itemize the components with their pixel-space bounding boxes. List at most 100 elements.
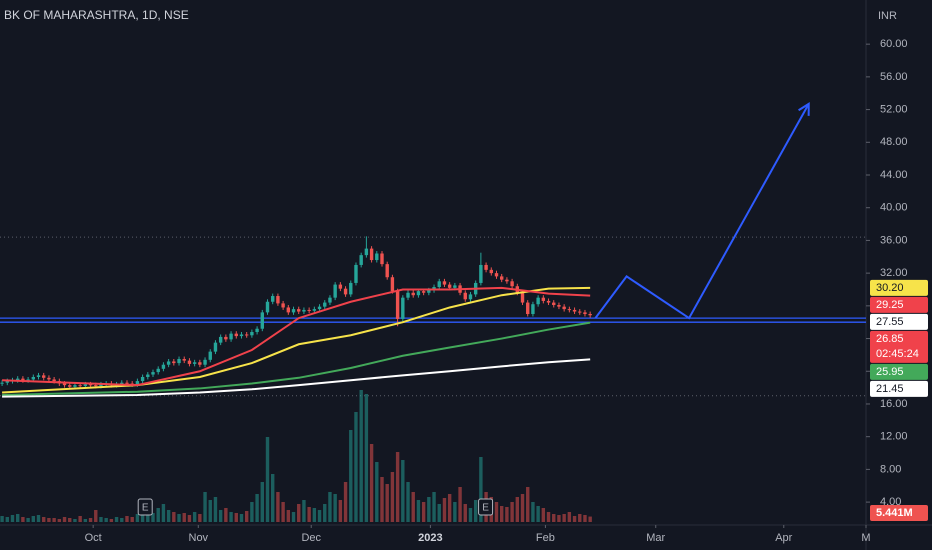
candle-body bbox=[453, 285, 457, 288]
volume-bar bbox=[146, 512, 150, 522]
volume-bar bbox=[494, 502, 499, 522]
volume-bar bbox=[546, 512, 551, 522]
volume-bar bbox=[151, 513, 155, 522]
x-tick-label: M bbox=[861, 532, 870, 544]
volume-bar bbox=[458, 487, 462, 522]
volume-bar bbox=[88, 518, 93, 522]
volume-bar bbox=[78, 516, 82, 522]
candle-body bbox=[229, 333, 233, 340]
candle-body bbox=[442, 281, 447, 285]
volume-bar bbox=[499, 506, 504, 522]
candle-body bbox=[505, 279, 509, 282]
volume-bar bbox=[588, 516, 592, 522]
volume-bar bbox=[42, 517, 46, 522]
volume-bar bbox=[520, 494, 525, 522]
candle-body bbox=[276, 296, 280, 304]
volume-bar bbox=[104, 518, 108, 522]
volume-bar bbox=[411, 492, 415, 522]
volume-bar bbox=[286, 510, 291, 522]
volume-bar bbox=[390, 472, 395, 522]
volume-bar bbox=[260, 482, 264, 522]
candle-body bbox=[281, 303, 285, 308]
volume-bar bbox=[567, 512, 572, 522]
volume-bar bbox=[312, 508, 317, 522]
candle-body bbox=[120, 382, 124, 385]
candle-body bbox=[224, 336, 228, 340]
volume-bar bbox=[359, 390, 363, 522]
volume-bar bbox=[302, 500, 306, 522]
x-tick-label: Mar bbox=[646, 532, 665, 544]
y-tick-label: 16.00 bbox=[880, 398, 908, 410]
volume-bar bbox=[380, 477, 384, 522]
candle-body bbox=[406, 292, 410, 298]
candle-body bbox=[166, 361, 171, 365]
volume-bar bbox=[323, 504, 327, 522]
candle-body bbox=[0, 382, 4, 384]
candle-body bbox=[494, 273, 499, 277]
candle-body bbox=[307, 309, 311, 311]
candle-body bbox=[198, 362, 202, 365]
y-tick-label: 8.00 bbox=[880, 463, 901, 475]
volume-bar bbox=[271, 474, 275, 522]
candle-body bbox=[94, 385, 98, 387]
volume-bar bbox=[395, 452, 400, 522]
candle-body bbox=[588, 314, 592, 316]
volume-bar bbox=[401, 460, 405, 522]
candle-body bbox=[447, 284, 452, 288]
x-tick-label: Dec bbox=[301, 532, 321, 544]
candle-body bbox=[385, 264, 389, 278]
candle-body bbox=[135, 381, 140, 385]
moving-average bbox=[2, 321, 591, 396]
candle-body bbox=[479, 264, 483, 283]
volume-bar bbox=[343, 482, 348, 522]
volume-bar bbox=[250, 502, 254, 522]
volume-bar bbox=[109, 519, 114, 522]
x-tick-label: 2023 bbox=[418, 532, 442, 544]
candle-body bbox=[427, 290, 431, 293]
candle-body bbox=[484, 264, 488, 270]
volume-bar bbox=[156, 508, 160, 522]
candle-body bbox=[349, 282, 353, 295]
volume-bar bbox=[31, 516, 36, 522]
candle-body bbox=[567, 309, 572, 311]
volume-bar bbox=[135, 514, 140, 522]
candle-body bbox=[125, 382, 129, 384]
volume-bar bbox=[208, 500, 212, 522]
candle-body bbox=[286, 307, 291, 313]
volume-bar bbox=[541, 508, 546, 522]
candle-body bbox=[187, 360, 192, 364]
volume-bar bbox=[578, 514, 582, 522]
volume-bar bbox=[510, 502, 514, 522]
price-label-box bbox=[870, 296, 928, 313]
candle-body bbox=[255, 328, 259, 333]
volume-bar bbox=[224, 508, 228, 522]
volume-bar bbox=[427, 497, 431, 522]
candle-body bbox=[234, 333, 238, 337]
volume-bar bbox=[62, 517, 67, 522]
candle-body bbox=[323, 302, 327, 307]
volume-bar bbox=[468, 508, 473, 522]
volume-bar bbox=[453, 502, 457, 522]
candle-body bbox=[359, 255, 363, 265]
price-label: 29.25 bbox=[876, 299, 904, 311]
volume-bar bbox=[531, 502, 535, 522]
candle-body bbox=[583, 312, 587, 315]
candle-body bbox=[244, 334, 249, 336]
x-tick-label: Feb bbox=[536, 532, 555, 544]
moving-average bbox=[2, 286, 591, 387]
candle-body bbox=[182, 358, 186, 361]
earnings-marker bbox=[478, 498, 494, 516]
candle-body bbox=[416, 291, 421, 296]
candle-body bbox=[328, 297, 332, 303]
y-tick-label: 32.00 bbox=[880, 267, 908, 279]
candle-body bbox=[468, 294, 473, 300]
candle-body bbox=[333, 284, 337, 298]
volume-bar bbox=[338, 500, 343, 522]
projection-line bbox=[594, 103, 810, 320]
volume-bar bbox=[94, 510, 98, 522]
volume-bar bbox=[333, 494, 337, 522]
volume-bar bbox=[255, 494, 259, 522]
volume-bar bbox=[421, 502, 426, 522]
volume-bar bbox=[328, 492, 332, 522]
volume-bar bbox=[515, 497, 520, 522]
